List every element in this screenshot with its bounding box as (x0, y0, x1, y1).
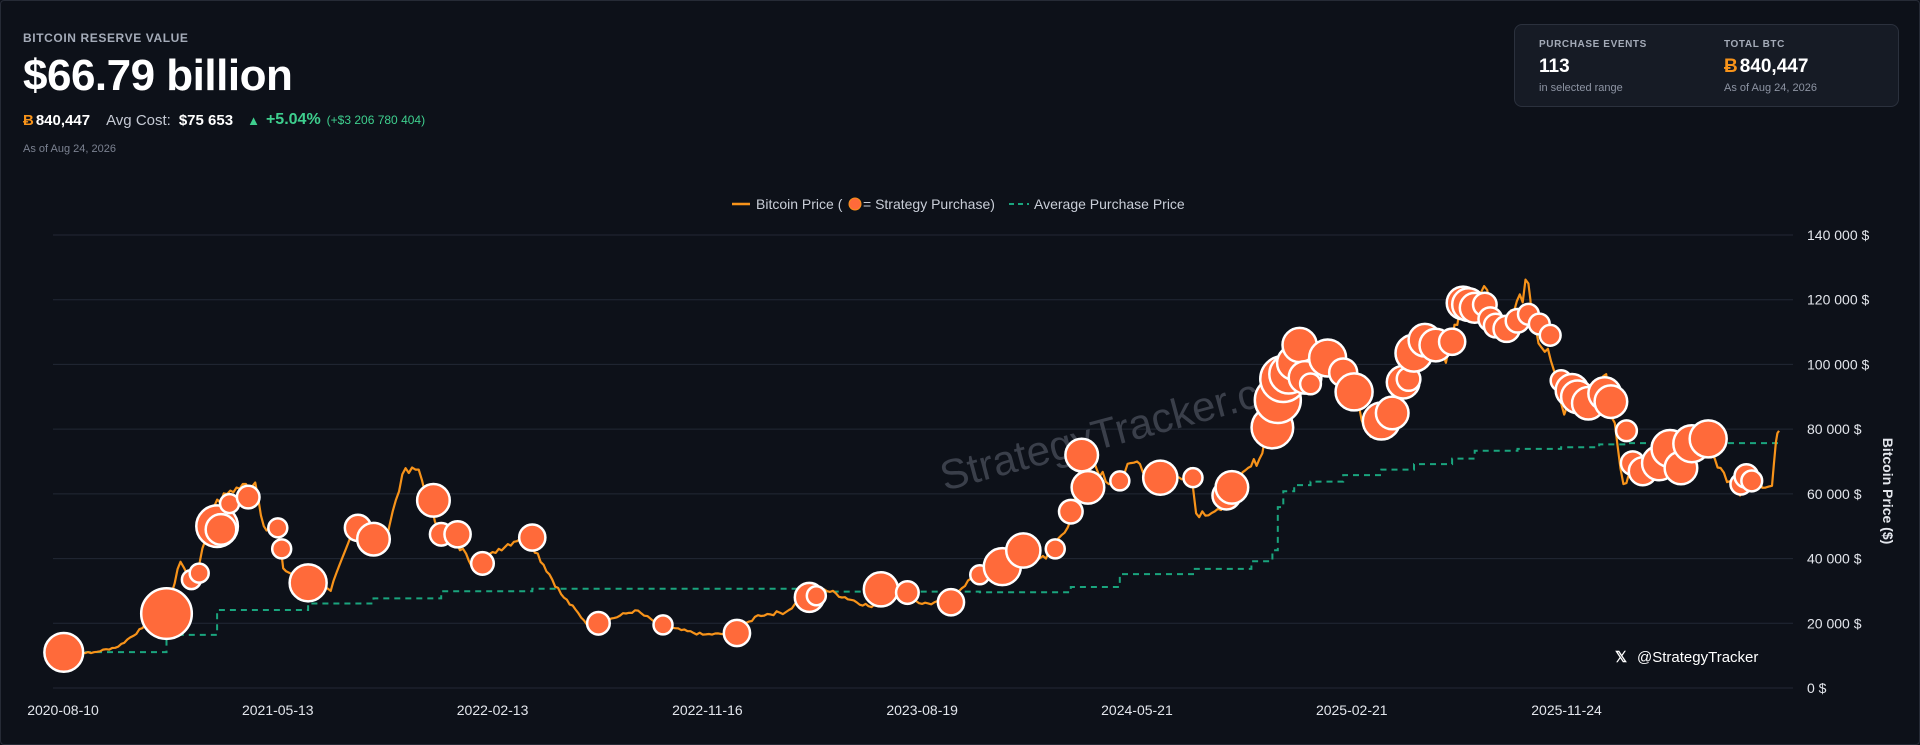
bitcoin-symbol-icon: Ƀ (23, 111, 34, 129)
x-tick-label: 2022-02-13 (457, 702, 529, 718)
purchase-marker (652, 614, 674, 636)
purchase-marker (1614, 419, 1639, 443)
purchase-marker (1334, 372, 1374, 412)
purchase-marker (288, 563, 328, 603)
purchase-marker (270, 538, 293, 560)
x-tick-label: 2021-05-13 (242, 702, 314, 718)
as-of-date: As of Aug 24, 2026 (23, 143, 116, 155)
purchase-marker (1141, 459, 1179, 497)
purchase-events-block: PURCHASE EVENTS 113 in selected range (1539, 39, 1647, 94)
bitcoin-symbol-icon: Ƀ (1724, 56, 1738, 77)
x-handle[interactable]: 𝕏 @StrategyTracker (1615, 649, 1758, 666)
purchase-marker (517, 523, 547, 552)
purchase-events-label: PURCHASE EVENTS (1539, 39, 1647, 50)
reserve-value-label: BITCOIN RESERVE VALUE (23, 31, 189, 45)
purchase-marker (1437, 327, 1467, 357)
purchase-marker (267, 517, 289, 539)
x-handle-text[interactable]: @StrategyTracker (1637, 649, 1758, 666)
grid-lines (53, 234, 1793, 689)
purchase-events-sub: in selected range (1539, 82, 1623, 94)
y-axis-title: Bitcoin Price ($) (1880, 438, 1896, 545)
total-btc-label: TOTAL BTC (1724, 39, 1785, 50)
purchase-marker (894, 579, 920, 606)
total-btc-number: 840,447 (1739, 56, 1809, 77)
btc-total-holdings: 840,447 (35, 111, 91, 129)
x-tick-label: 2022-11-16 (672, 702, 743, 718)
purchase-marker (1004, 532, 1042, 569)
purchase-marker (936, 587, 966, 617)
x-tick-label: 2025-02-21 (1316, 702, 1388, 718)
strategy-purchase-markers (43, 285, 1764, 674)
x-tick-label: 2025-11-24 (1531, 702, 1602, 718)
purchase-marker (862, 570, 900, 608)
y-tick-label: 20 000 $ (1807, 615, 1862, 631)
total-btc-sub: As of Aug 24, 2026 (1724, 82, 1817, 94)
gain-up-arrow-icon: ▲ (247, 112, 260, 128)
purchase-marker (1740, 469, 1764, 493)
reserve-value: $66.79 billion (23, 51, 293, 100)
total-btc-value: Ƀ 840,447 (1724, 56, 1817, 78)
purchase-marker (585, 610, 611, 636)
y-tick-label: 80 000 $ (1807, 421, 1862, 437)
purchase-marker (722, 618, 752, 648)
y-tick-label: 0 $ (1807, 680, 1827, 696)
x-tick-label: 2023-08-19 (886, 702, 958, 718)
x-logo-icon: 𝕏 (1615, 649, 1627, 666)
purchase-marker (235, 484, 261, 510)
purchase-marker (1109, 470, 1131, 492)
legend-price-label-pre: Bitcoin Price ( (756, 196, 843, 212)
average-purchase-price-line (63, 442, 1780, 654)
x-tick-label: 2024-05-21 (1101, 702, 1173, 718)
y-tick-label: 140 000 $ (1807, 227, 1869, 243)
gain-absolute: (+$3 206 780 404) (326, 113, 426, 127)
purchase-marker (805, 585, 828, 607)
purchase-marker (1538, 323, 1562, 347)
purchase-marker (1688, 419, 1728, 459)
purchase-marker (1044, 538, 1066, 560)
y-tick-label: 100 000 $ (1807, 356, 1869, 372)
purchase-marker (1593, 384, 1629, 420)
y-axis-ticks: 0 $ 20 000 $ 40 000 $ 60 000 $ 80 000 $ 100 0… (1807, 227, 1869, 696)
y-tick-label: 120 000 $ (1807, 292, 1869, 308)
purchase-marker (1298, 372, 1323, 396)
purchase-marker (415, 482, 451, 518)
purchase-events-value: 113 (1539, 56, 1570, 77)
purchase-marker (1374, 395, 1410, 431)
legend-purchase-swatch (848, 197, 862, 211)
purchase-marker (1182, 466, 1204, 489)
legend-avg-label: Average Purchase Price (1034, 196, 1185, 212)
y-tick-label: 40 000 $ (1807, 551, 1862, 567)
purchase-marker (469, 550, 496, 576)
purchase-marker (188, 562, 210, 584)
legend: Bitcoin Price ( = Strategy Purchase) Ave… (732, 196, 1185, 212)
gain-percent: +5.04% (265, 111, 321, 128)
purchase-marker (355, 521, 392, 557)
purchase-marker (204, 512, 238, 547)
avg-cost-label: Avg Cost: (106, 111, 171, 129)
purchase-marker (1057, 498, 1084, 525)
purchase-marker (139, 587, 194, 641)
purchase-marker (43, 631, 85, 674)
y-tick-label: 60 000 $ (1807, 486, 1862, 502)
purchase-marker (1214, 469, 1250, 505)
legend-price-label-post: = Strategy Purchase) (863, 196, 995, 212)
summary-card: PURCHASE EVENTS 113 in selected range TO… (1514, 24, 1899, 107)
total-btc-block: TOTAL BTC Ƀ 840,447 As of Aug 24, 2026 (1724, 39, 1817, 94)
avg-cost-value: $75 653 (178, 111, 234, 129)
x-tick-label: 2020-08-10 (27, 702, 99, 718)
purchase-marker (443, 519, 472, 549)
x-axis-ticks: 2020-08-10 2021-05-13 2022-02-13 2022-11-16… (27, 702, 1602, 718)
purchase-marker (1064, 437, 1100, 473)
stats-row: Ƀ 840,447 Avg Cost: $75 653 ▲ +5.04% (+$… (23, 111, 425, 129)
purchase-marker (1070, 469, 1106, 505)
